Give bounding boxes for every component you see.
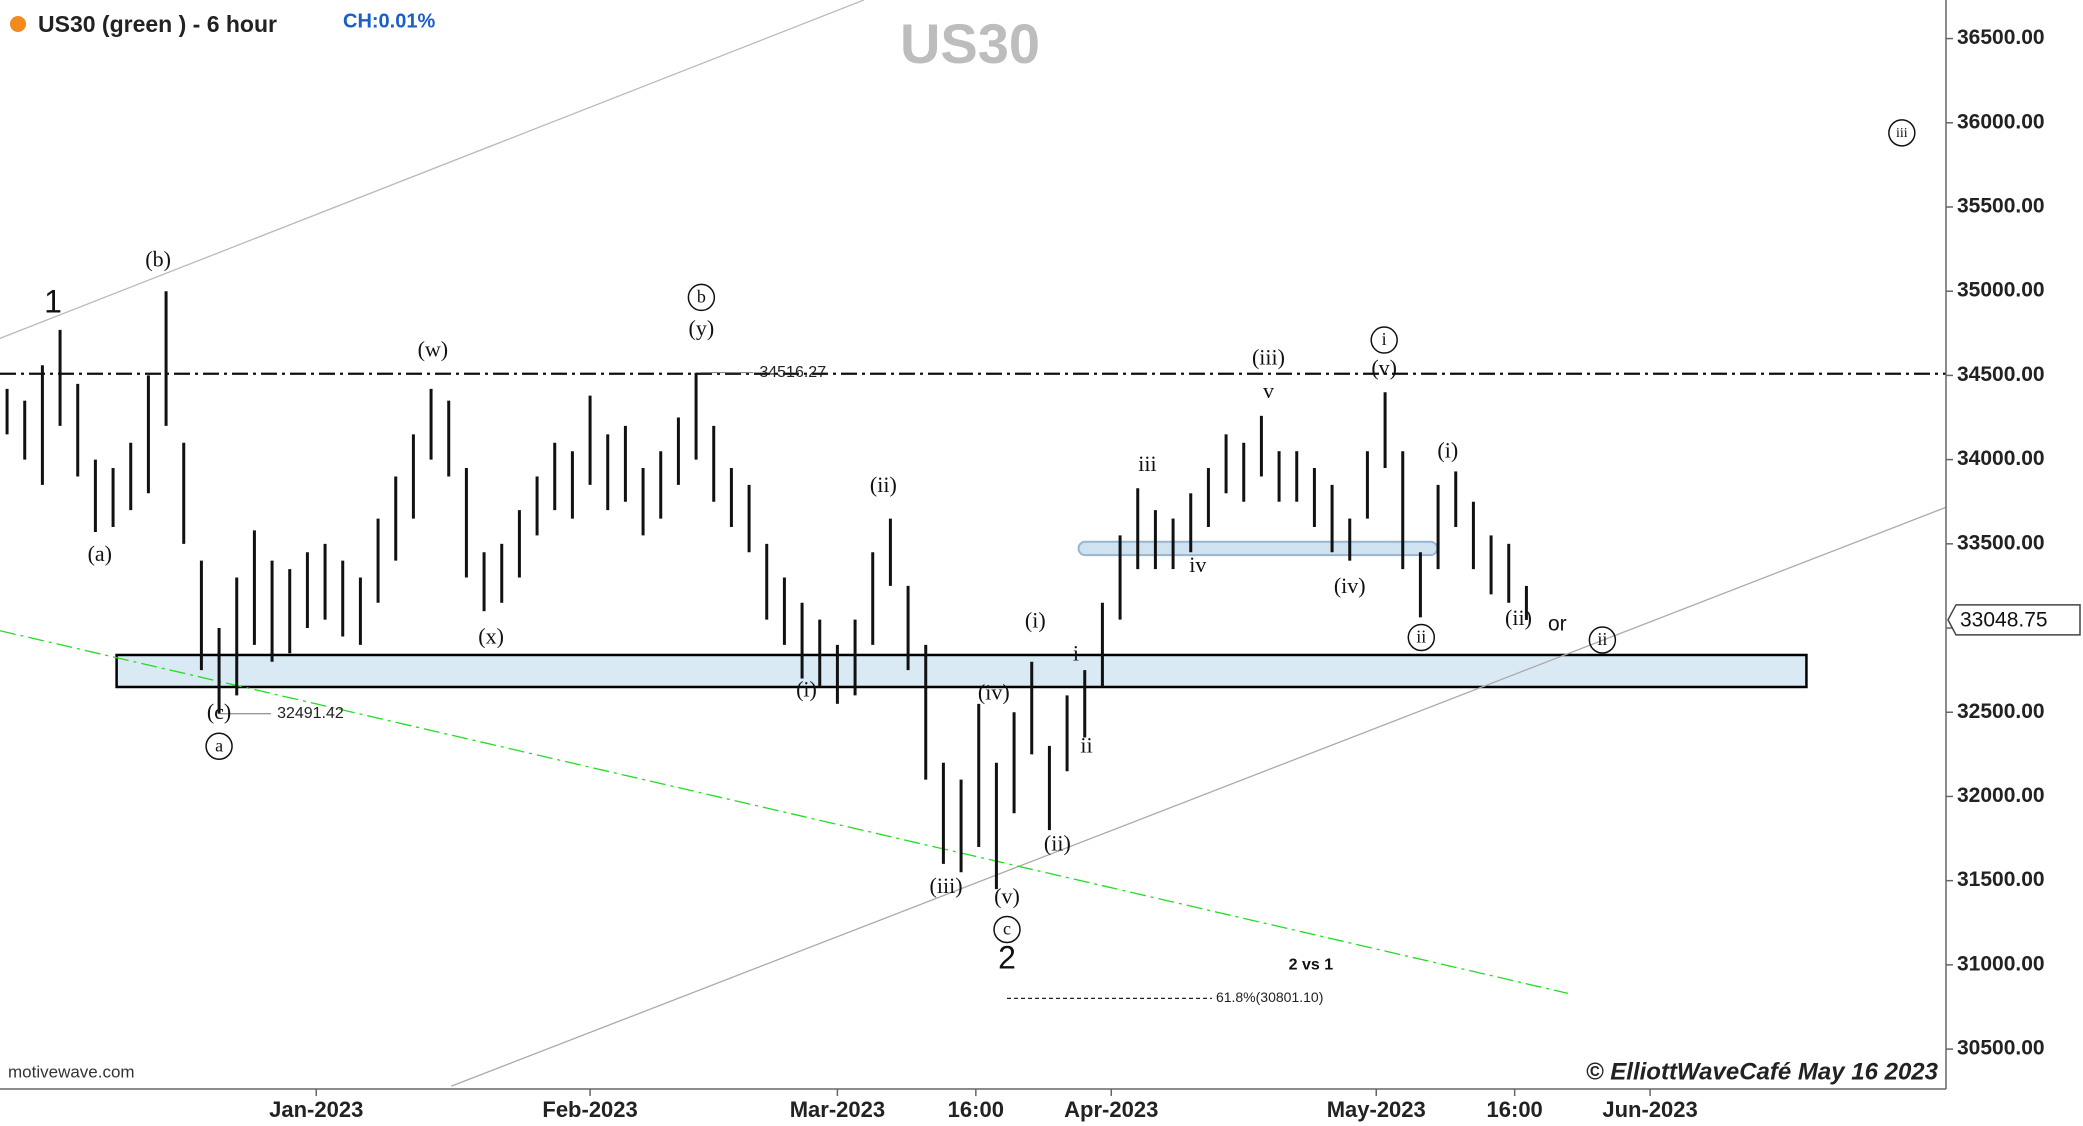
x-tick-label: May-2023 xyxy=(1327,1097,1426,1122)
source: motivewave.com xyxy=(8,1062,135,1081)
y-tick-label: 31500.00 xyxy=(1957,868,2045,891)
x-tick-label: Feb-2023 xyxy=(542,1097,637,1122)
annotation-circle xyxy=(993,915,1021,944)
y-tick-label: 35500.00 xyxy=(1957,195,2045,218)
y-tick-label: 32000.00 xyxy=(1957,784,2045,807)
wave-label: (i) xyxy=(1025,608,1046,633)
wave-label: (c) xyxy=(207,699,231,724)
wave-label: b xyxy=(697,287,706,307)
fib-label: 61.8%(30801.10) xyxy=(1216,989,1323,1005)
y-tick-label: 33500.00 xyxy=(1957,531,2045,554)
annotation-circle xyxy=(1407,623,1436,652)
wave-label: ii xyxy=(1597,629,1607,649)
annotation-circle xyxy=(1588,626,1617,654)
x-tick-label: Mar-2023 xyxy=(790,1097,885,1122)
wave-label: 2 xyxy=(998,939,1016,975)
y-tick-label: 36500.00 xyxy=(1957,26,2045,49)
wave-label: v xyxy=(1263,378,1274,403)
wave-label: (ii) xyxy=(1044,831,1071,856)
wave-label: iii xyxy=(1138,451,1156,476)
wave-label: iv xyxy=(1189,552,1206,577)
x-tick-label: 16:00 xyxy=(948,1097,1004,1122)
trend-line xyxy=(0,0,865,339)
wave-label: i xyxy=(1382,329,1387,349)
price-tag-label: 33048.75 xyxy=(1960,608,2048,631)
wave-label: (v) xyxy=(1371,355,1397,380)
wave-label: or xyxy=(1548,613,1567,636)
y-tick-label: 34000.00 xyxy=(1957,447,2045,470)
y-tick-label: 30500.00 xyxy=(1957,1037,2045,1060)
x-tick-label: Jun-2023 xyxy=(1602,1097,1697,1122)
wave-label: (iii) xyxy=(930,873,963,898)
price-tag xyxy=(1947,604,2081,636)
status-dot xyxy=(10,16,26,32)
price-label: 34516.27 xyxy=(759,364,826,381)
wave-label: (ii) xyxy=(870,472,897,497)
wave-label: (y) xyxy=(689,315,715,340)
wave-label: (i) xyxy=(1437,438,1458,463)
y-tick-label: 36000.00 xyxy=(1957,110,2045,133)
annotation-circle xyxy=(1888,119,1916,147)
wave-label: c xyxy=(1003,919,1011,939)
y-tick-label: 34500.00 xyxy=(1957,363,2045,386)
wave-label: ii xyxy=(1080,732,1092,757)
wave-label: iii xyxy=(1896,126,1908,141)
x-tick-label: 16:00 xyxy=(1487,1097,1543,1122)
trend-line xyxy=(0,630,1569,994)
y-tick-label: 31000.00 xyxy=(1957,952,2045,975)
wave-label: (w) xyxy=(418,337,449,362)
wave-label: ii xyxy=(1416,627,1426,647)
price-label: 32491.42 xyxy=(277,705,344,722)
header: US30 (green ) - 6 hour xyxy=(38,11,277,37)
wave-label: (i) xyxy=(796,677,817,702)
wave-label: (iii) xyxy=(1252,345,1285,370)
wave-label: (iv) xyxy=(978,679,1010,704)
y-tick-label: 35000.00 xyxy=(1957,279,2045,302)
wave-label: (v) xyxy=(994,884,1020,909)
wave-label: (b) xyxy=(145,246,171,271)
annotation-circle xyxy=(205,732,233,761)
x-tick-label: Apr-2023 xyxy=(1064,1097,1158,1122)
wave-label: (x) xyxy=(478,624,504,649)
wave-label: (a) xyxy=(88,541,112,566)
plot-area: 34516.27 32491.42 61.8%(30801.10) 1 (b) (a) (c… xyxy=(0,0,1946,1087)
annotation-circle xyxy=(687,283,716,312)
x-tick-label: Jan-2023 xyxy=(269,1097,363,1122)
zone xyxy=(1077,540,1439,557)
annotation-circle xyxy=(1370,326,1398,354)
wave-label: 1 xyxy=(44,283,62,319)
wave-label: (ii) xyxy=(1505,605,1532,630)
chart-title: US30 xyxy=(900,12,1040,75)
wave-label: a xyxy=(215,735,223,755)
wave-label: i xyxy=(1073,641,1079,666)
wave-label: (iv) xyxy=(1334,573,1366,598)
change: CH:0.01% xyxy=(343,10,435,32)
wave-label: 2 vs 1 xyxy=(1289,956,1334,973)
trend-line xyxy=(451,506,1946,1087)
y-tick-label: 32500.00 xyxy=(1957,700,2045,723)
credit: © ElliottWaveCafé May 16 2023 xyxy=(1586,1058,1939,1085)
